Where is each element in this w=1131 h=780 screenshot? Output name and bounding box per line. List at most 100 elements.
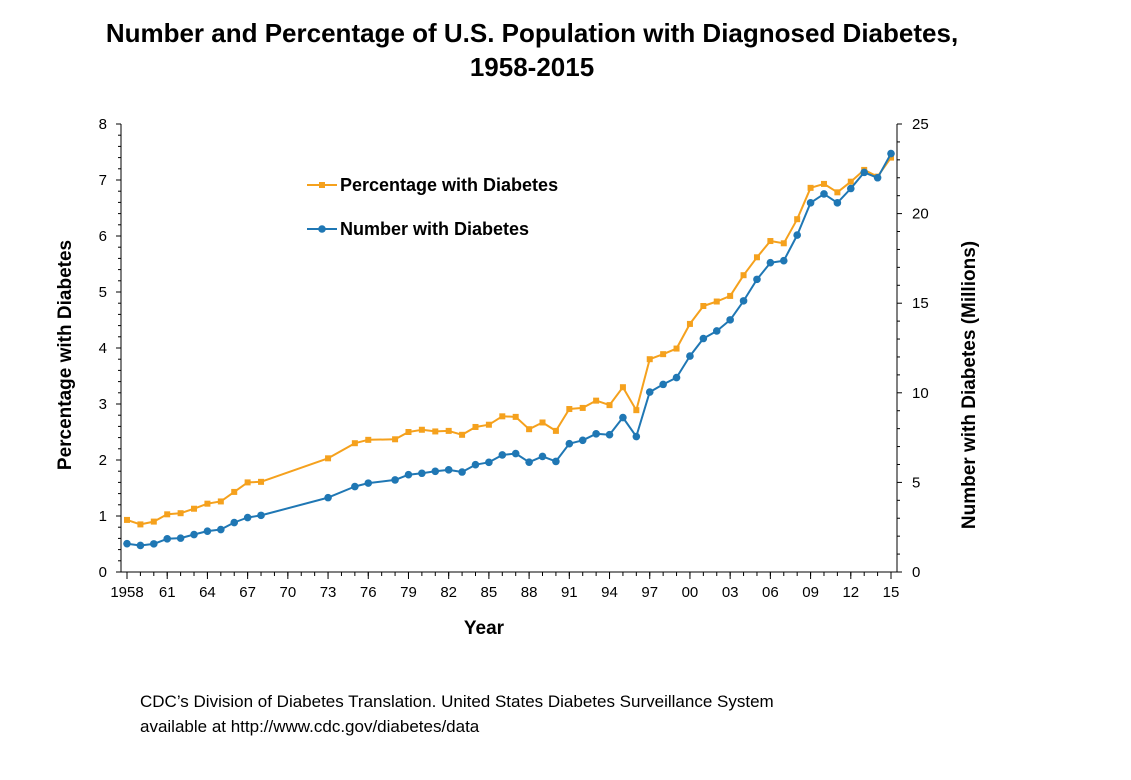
percentage-series-point	[459, 431, 466, 438]
number-series-point	[485, 458, 493, 467]
x-tick-label: 00	[682, 584, 699, 601]
y-right-tick-label: 0	[912, 564, 920, 581]
number-series-point	[565, 439, 574, 448]
percentage-series-point	[700, 303, 707, 309]
number-series-point	[645, 388, 654, 396]
number-series-point	[753, 275, 761, 284]
percentage-series-point	[445, 427, 452, 434]
x-tick-label: 91	[561, 584, 578, 601]
number-series-point	[431, 467, 440, 476]
y-right-tick-label: 15	[912, 295, 929, 312]
y-left-tick-label: 8	[99, 116, 107, 133]
x-tick-label: 88	[521, 584, 538, 601]
number-series-point	[324, 493, 332, 502]
number-series-point	[418, 469, 426, 478]
number-series-point	[766, 258, 775, 267]
y-right-tick-label: 10	[912, 385, 929, 402]
number-series-point	[833, 199, 842, 207]
number-series-line	[126, 153, 892, 547]
percentage-series-point	[753, 254, 760, 261]
percentage-series-point	[365, 436, 372, 443]
x-axis-title: Year	[464, 618, 505, 639]
percentage-series-point	[619, 384, 626, 391]
percentage-series-point	[847, 178, 854, 185]
x-tick-label: 97	[641, 584, 658, 601]
percentage-series-point	[258, 478, 265, 485]
legend-percentage-marker	[319, 182, 325, 188]
percentage-series-point	[472, 423, 479, 430]
chart-title-line-1: Number and Percentage of U.S. Population…	[106, 18, 958, 48]
number-series-point	[873, 173, 882, 182]
legend-number-marker	[318, 225, 326, 233]
x-tick-label: 82	[440, 584, 457, 601]
percentage-series-point	[807, 184, 814, 191]
number-series-point	[779, 256, 788, 265]
x-tick-label: 73	[320, 584, 337, 601]
number-series-point	[391, 476, 399, 484]
percentage-series-point	[780, 240, 787, 247]
percentage-series-point	[244, 479, 251, 486]
y-right-tick-label: 25	[912, 116, 929, 133]
number-series-point	[444, 466, 453, 474]
percentage-series-point	[727, 292, 734, 299]
number-series-point	[364, 479, 373, 487]
legend: Percentage with Diabetes Number with Diab…	[307, 175, 558, 239]
number-series-point	[605, 430, 614, 439]
number-series-point	[150, 540, 158, 548]
percentage-series-point	[820, 180, 827, 187]
x-tick-label: 61	[159, 584, 176, 601]
percentage-series-point	[392, 436, 399, 443]
x-tick-label: 76	[360, 584, 377, 601]
number-series-point	[632, 432, 641, 441]
chart-title-line-2: 1958-2015	[470, 52, 594, 82]
percentage-series-point	[794, 216, 801, 223]
y-left-tick-label: 3	[99, 396, 107, 413]
percentage-series-point	[512, 413, 519, 420]
number-series-point	[686, 352, 694, 360]
y-left-tick-label: 2	[99, 452, 107, 469]
percentage-series-point	[660, 351, 667, 358]
percentage-series-point	[150, 518, 157, 525]
x-tick-label: 67	[239, 584, 256, 601]
percentage-series-point	[124, 516, 130, 523]
number-series-point	[217, 525, 225, 534]
percentage-series-point	[673, 345, 680, 352]
number-series-point	[820, 190, 828, 198]
number-series-point	[404, 470, 413, 479]
percentage-series-point	[566, 406, 573, 413]
number-series-point	[511, 449, 520, 458]
x-tick-label: 1958	[110, 584, 143, 601]
percentage-series-point	[485, 421, 492, 428]
legend-percentage-label: Percentage with Diabetes	[340, 175, 558, 195]
percentage-series-point	[593, 397, 600, 404]
x-tick-label: 03	[722, 584, 739, 601]
percentage-series-point	[713, 298, 720, 305]
percentage-series-point	[552, 427, 559, 434]
x-tick-label: 94	[601, 584, 618, 601]
number-series-point	[525, 458, 533, 466]
percentage-series	[124, 154, 894, 528]
percentage-series-point	[231, 488, 238, 495]
y-axis-right-title: Number with Diabetes (Millions)	[959, 241, 980, 529]
source-line-1: CDC’s Division of Diabetes Translation. …	[140, 692, 774, 711]
source-line-2: available at http://www.cdc.gov/diabetes…	[140, 717, 480, 736]
number-series-point	[176, 534, 185, 542]
percentage-series-point	[177, 510, 184, 517]
x-tick-label: 15	[883, 584, 900, 601]
number-series-point	[538, 452, 547, 461]
number-series	[123, 149, 895, 550]
number-series-point	[887, 149, 895, 158]
number-series-point	[458, 468, 466, 476]
number-series-point	[659, 380, 667, 389]
percentage-series-point	[579, 404, 586, 411]
y-left-tick-label: 5	[99, 284, 107, 301]
x-tick-label: 64	[199, 584, 216, 601]
percentage-series-point	[164, 511, 171, 518]
percentage-series-point	[499, 413, 506, 420]
number-series-point	[592, 430, 600, 438]
number-series-point	[793, 231, 801, 239]
number-series-point	[699, 334, 708, 343]
number-series-point	[471, 460, 480, 469]
percentage-series-point	[539, 419, 546, 426]
percentage-series-line	[126, 157, 892, 526]
